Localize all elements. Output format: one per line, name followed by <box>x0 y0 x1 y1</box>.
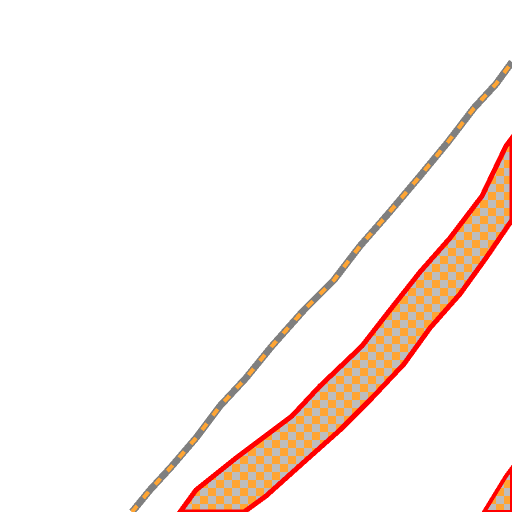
wide-diagonal-band <box>176 133 512 512</box>
thin-diagonal-line-orange-accent <box>130 60 512 512</box>
corner-band-fragment <box>481 464 512 512</box>
